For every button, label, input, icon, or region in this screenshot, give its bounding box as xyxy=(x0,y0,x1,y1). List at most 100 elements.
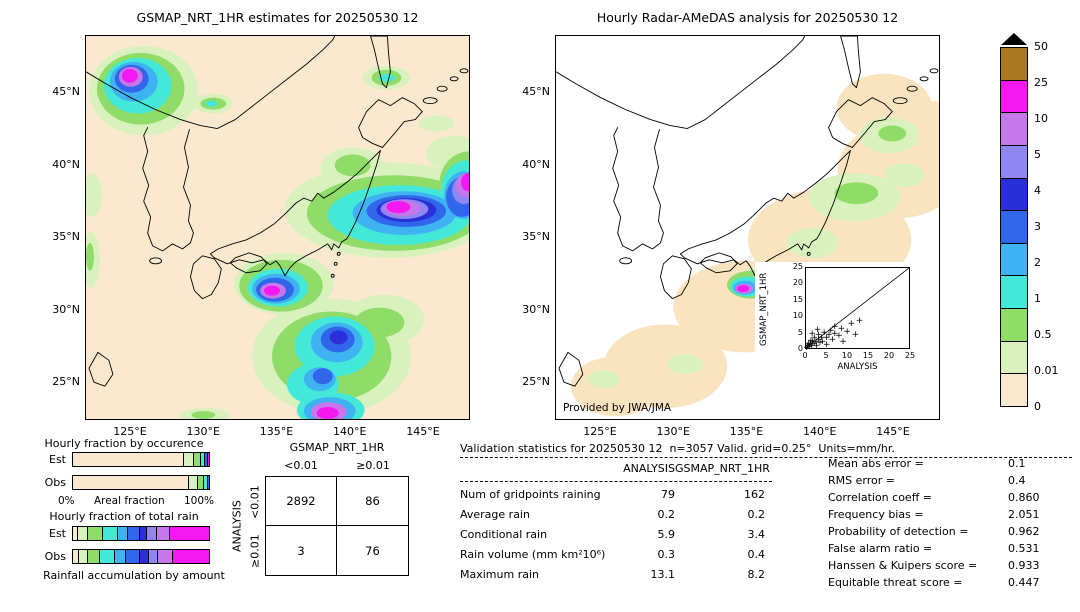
bar-segment xyxy=(1001,374,1027,406)
colorbar-tick-label: 50 xyxy=(1034,40,1048,53)
stats-gsmap-value: 3.4 xyxy=(747,528,766,541)
contingency-cell-hit: 76 xyxy=(365,543,380,558)
metric-row: Hanssen & Kuipers score = 0.933 xyxy=(828,557,1040,574)
bar-segment xyxy=(184,452,194,466)
areal-fraction-axis: 0% Areal fraction 100% xyxy=(58,495,214,507)
bar-segment xyxy=(158,549,174,563)
bar-segment xyxy=(115,549,127,563)
colorbar-overflow-triangle xyxy=(1001,33,1027,45)
bar-segment xyxy=(208,452,210,466)
colorbar-labels: 50 25 10 5 4 3 2 1 0.5 0.01 0 xyxy=(1034,41,1074,413)
precip-layer-magenta xyxy=(737,285,749,293)
occurrence-obs-bar xyxy=(72,474,210,490)
occurrence-title: Hourly fraction by occurence xyxy=(44,437,204,450)
stats-analysis-value: 13.1 xyxy=(650,568,676,581)
bar-segment xyxy=(1001,145,1027,179)
bar-segment xyxy=(77,526,88,540)
axis-max-label: 100% xyxy=(183,495,214,507)
inset-y-tick-label: 20 xyxy=(792,278,803,288)
score-metrics: Mean abs error = 0.1 RMS error = 0.4 Corre… xyxy=(828,455,1040,591)
bar-segment xyxy=(148,549,159,563)
lon-tick-label: 130°E xyxy=(656,425,690,438)
bar-segment xyxy=(188,475,198,489)
bar-segment xyxy=(126,549,140,563)
stats-row: Conditional rain 5.9 3.4 xyxy=(460,528,765,541)
stats-row-label: Rain volume (mm km²10⁶) xyxy=(460,548,606,561)
total-rain-est-bar xyxy=(72,525,210,541)
colorbar-tick-label: 0.5 xyxy=(1034,328,1052,341)
bar-segment xyxy=(1001,341,1027,375)
occurrence-obs-row: Obs xyxy=(38,474,210,490)
row-label: Est xyxy=(49,452,66,466)
metric-value: 0.4 xyxy=(1008,474,1026,487)
contingency-cell-miss: 3 xyxy=(266,526,337,575)
metric-row: Equitable threat score = 0.447 xyxy=(828,574,1040,591)
metric-label: Equitable threat score = xyxy=(828,576,963,589)
left-map-lat-ticks: 45°N 40°N 35°N 30°N 25°N xyxy=(42,82,80,392)
metric-label: Correlation coeff = xyxy=(828,491,932,504)
bar-segment xyxy=(197,475,205,489)
metric-row: RMS error = 0.4 xyxy=(828,472,1040,489)
contingency-col-label: <0.01 xyxy=(284,459,318,472)
right-map-lat-ticks: 45°N 40°N 35°N 30°N 25°N xyxy=(512,82,550,392)
contingency-row-label: ≥0.01 xyxy=(248,534,262,569)
bar-segment xyxy=(157,526,170,540)
lon-tick-label: 140°E xyxy=(803,425,837,438)
left-map xyxy=(85,35,470,420)
inset-y-tick-label: 5 xyxy=(797,327,803,337)
lat-tick-label: 40°N xyxy=(522,157,550,171)
stats-row: Average rain 0.2 0.2 xyxy=(460,508,765,521)
lon-tick-label: 135°E xyxy=(729,425,764,438)
stats-analysis-value: 0.2 xyxy=(657,508,676,521)
lon-tick-label: 135°E xyxy=(259,425,294,438)
inset-x-ticks: 0 5 10 15 20 25 xyxy=(795,351,920,360)
colorbar-tick-label: 5 xyxy=(1034,148,1041,161)
lat-tick-label: 30°N xyxy=(522,302,550,316)
inset-x-tick-label: 15 xyxy=(862,351,874,360)
stats-analysis-value: 79 xyxy=(661,488,675,501)
bar-segment xyxy=(1001,309,1027,342)
stats-row-label: Num of gridpoints raining xyxy=(460,488,601,501)
inset-plot-area: ++++++++++++++++++++++++++++++++++ xyxy=(803,267,910,352)
bar-segment xyxy=(204,475,208,489)
metric-label: RMS error = xyxy=(828,474,895,487)
bar-segment xyxy=(73,475,189,489)
metric-row: Frequency bias = 2.051 xyxy=(828,506,1040,523)
stats-row: Rain volume (mm km²10⁶) 0.3 0.4 xyxy=(460,548,765,561)
metric-row: Mean abs error = 0.1 xyxy=(828,455,1040,472)
total-rain-obs-row: Obs xyxy=(38,548,210,564)
precip-layer-magenta xyxy=(121,68,469,419)
bar-segment xyxy=(87,526,103,540)
bar-segment xyxy=(201,452,206,466)
lat-tick-label: 40°N xyxy=(52,157,80,171)
colorbar-tick-label: 4 xyxy=(1034,184,1041,197)
contingency-cell-false-alarm: 86 xyxy=(337,477,408,526)
bar-segment xyxy=(205,452,209,466)
bar-segment xyxy=(147,526,158,540)
colorbar-tick-label: 1 xyxy=(1034,292,1041,305)
axis-min-label: 0% xyxy=(58,495,75,507)
colorbar-tick-label: 10 xyxy=(1034,112,1048,125)
bar-segment xyxy=(173,549,210,563)
occurrence-est-bar xyxy=(72,451,210,467)
contingency-row-axis-label: ANALYSIS xyxy=(230,500,244,552)
bar-segment xyxy=(79,549,88,563)
lon-tick-label: 125°E xyxy=(583,425,617,438)
left-map-title: GSMAP_NRT_1HR estimates for 20250530 12 xyxy=(136,10,419,25)
stats-gsmap-value: 8.2 xyxy=(747,568,766,581)
bar-segment xyxy=(193,452,202,466)
metric-value: 0.860 xyxy=(1008,491,1040,504)
contingency-cell-hit-none: 2892 xyxy=(266,477,337,526)
bar-segment xyxy=(102,526,118,540)
colorbar-tick-label: 2 xyxy=(1034,256,1041,269)
bar-segment xyxy=(1001,48,1027,81)
lon-tick-label: 130°E xyxy=(186,425,220,438)
metric-row: Correlation coeff = 0.860 xyxy=(828,489,1040,506)
inset-y-tick-label: 0 xyxy=(797,343,803,353)
axis-title: Areal fraction xyxy=(93,495,165,507)
stats-header-row: ANALYSIS GSMAP_NRT_1HR xyxy=(460,462,770,475)
lat-tick-label: 35°N xyxy=(522,230,550,243)
bar-segment xyxy=(73,452,185,466)
lat-tick-label: 45°N xyxy=(52,85,80,98)
